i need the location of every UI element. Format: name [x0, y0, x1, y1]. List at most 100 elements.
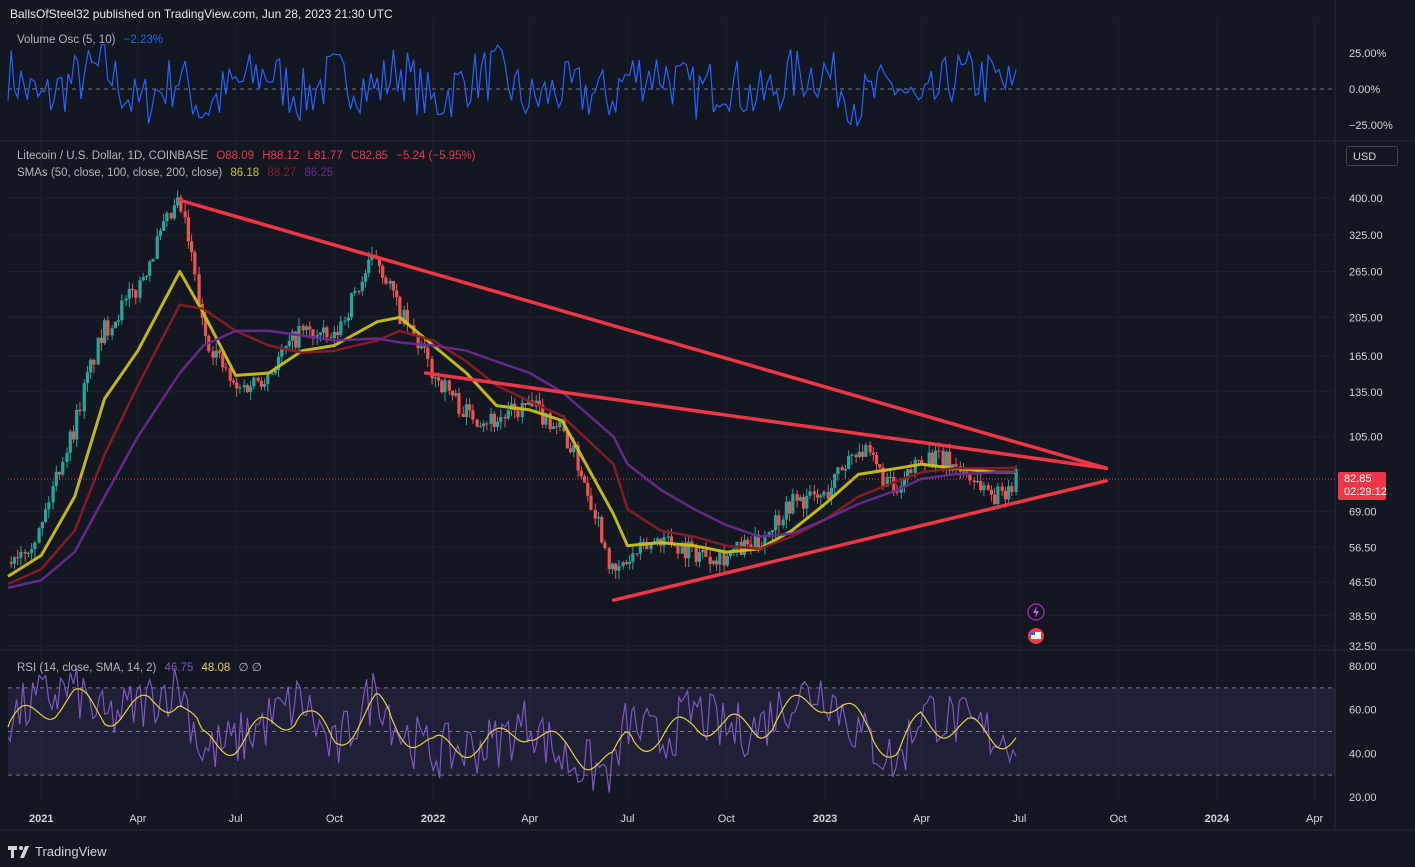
ohlc-close: C82.85: [350, 150, 389, 162]
time-tick-label: Apr: [129, 813, 146, 825]
price-tick-label: 135.00: [1349, 387, 1383, 399]
candle-body: [638, 541, 642, 554]
candle-body: [631, 553, 635, 562]
candle-body: [304, 326, 309, 331]
price-tick-label: 69.00: [1349, 507, 1377, 519]
candle-body: [482, 423, 486, 427]
candle-body: [516, 410, 520, 418]
candle-body: [1000, 486, 1004, 491]
candle-body: [614, 563, 618, 571]
candle-body: [589, 495, 593, 510]
candle-body: [162, 221, 166, 231]
candle-body: [954, 464, 958, 467]
candle-body: [26, 552, 30, 554]
candle-body: [607, 548, 611, 570]
candle-body: [183, 211, 187, 218]
candle-body: [461, 413, 465, 417]
candle-body: [596, 517, 601, 519]
currency-selector[interactable]: USD: [1346, 146, 1398, 166]
candle-body: [357, 290, 361, 292]
candle-body: [902, 478, 907, 487]
lightning-icon: [1027, 603, 1045, 621]
candle-body: [61, 462, 65, 475]
candle-body: [252, 377, 256, 387]
candle-body: [843, 469, 848, 471]
footer-brand[interactable]: TradingView: [8, 844, 107, 859]
candle-body: [934, 450, 938, 468]
candle-body: [158, 230, 163, 237]
candle-body: [30, 549, 34, 553]
candle-body: [155, 236, 159, 259]
candle-body: [555, 426, 559, 428]
symbol-legend[interactable]: Litecoin / U.S. Dollar, 1D, COINBASE O88…: [17, 150, 481, 162]
candle-body: [57, 471, 62, 475]
price-tick-label: 38.50: [1349, 611, 1377, 623]
sma-legend[interactable]: SMAs (50, close, 100, close, 200, close)…: [17, 167, 338, 179]
candle-body: [186, 217, 190, 242]
candle-body: [801, 497, 806, 509]
candle-body: [888, 476, 893, 478]
candle-body: [349, 293, 354, 318]
rsi-legend[interactable]: RSI (14, close, SMA, 14, 2) 46.75 48.08 …: [17, 660, 267, 674]
candle-body: [857, 451, 861, 458]
candle-body: [527, 400, 531, 405]
price-tick-label: 400.00: [1349, 193, 1383, 205]
time-tick-label: 2021: [29, 813, 53, 825]
volume-osc-legend[interactable]: Volume Osc (5, 10) −2.23%: [17, 34, 168, 46]
candle-body: [270, 373, 274, 375]
candle-body: [885, 476, 889, 487]
volume-osc-value: −2.23%: [123, 34, 163, 46]
candle-body: [43, 509, 48, 522]
candle-body: [812, 491, 816, 495]
candle-body: [968, 474, 972, 481]
candle-body: [419, 346, 423, 349]
candle-body: [346, 317, 350, 321]
candle-body: [165, 212, 169, 222]
price-tick-label: 32.50: [1349, 641, 1377, 653]
candle-body: [284, 346, 288, 349]
candle-body: [402, 309, 406, 324]
candle-body: [176, 197, 180, 206]
candle-body: [787, 501, 792, 514]
candle-body: [610, 563, 615, 570]
candle-body: [826, 491, 830, 499]
price-tick-label: 165.00: [1349, 351, 1383, 363]
candle-body: [895, 491, 899, 493]
candle-body: [23, 551, 27, 554]
candle-body: [217, 350, 222, 354]
brand-name: TradingView: [35, 844, 107, 859]
candle-body: [572, 445, 576, 453]
candle-body: [468, 404, 472, 411]
bar-countdown: 02:29:12: [1344, 486, 1387, 498]
candle-body: [138, 280, 142, 298]
sma-100-line: [7, 303, 1017, 586]
candle-body: [336, 331, 340, 336]
candle-body: [947, 451, 952, 471]
candle-body: [238, 387, 242, 389]
candle-body: [203, 317, 208, 337]
candle-body: [628, 561, 632, 564]
candle-body: [447, 380, 451, 391]
candle-body: [40, 521, 44, 529]
candle-body: [124, 298, 128, 301]
candle-body: [433, 377, 437, 379]
candle-body: [815, 494, 820, 498]
candle-body: [214, 350, 218, 358]
rsi-band-background: [8, 687, 1335, 776]
sma50-value: 86.18: [230, 167, 260, 179]
candle-body: [65, 452, 69, 463]
candle-body: [37, 528, 41, 543]
candle-body: [975, 480, 980, 483]
candle-body: [624, 562, 629, 564]
candle-body: [537, 400, 542, 405]
time-tick-label: Apr: [521, 813, 538, 825]
candle-body: [235, 382, 239, 389]
candle-body: [343, 320, 347, 322]
candle-body: [426, 347, 430, 359]
candle-body: [982, 485, 986, 491]
candle-body: [617, 566, 621, 571]
candle-body: [808, 491, 812, 496]
candle-body: [273, 370, 277, 374]
time-tick-label: Apr: [913, 813, 930, 825]
